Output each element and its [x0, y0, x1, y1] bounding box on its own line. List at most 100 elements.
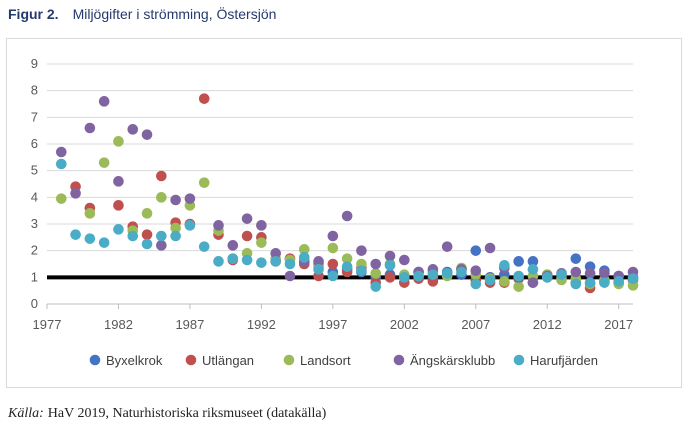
x-tick-label: 2017: [604, 317, 633, 332]
data-point-series-5: [298, 252, 310, 263]
data-point-series-4: [141, 129, 153, 140]
legend-label-series-5: Harufjärden: [530, 353, 598, 368]
data-point-series-3: [84, 208, 96, 219]
y-tick-label: 5: [31, 163, 38, 178]
data-point-series-4: [156, 240, 167, 251]
data-point-series-4: [313, 256, 324, 267]
data-point-series-3: [98, 157, 110, 168]
data-point-series-5: [241, 254, 253, 266]
y-tick-label: 3: [31, 216, 38, 231]
data-point-series-2: [384, 272, 396, 283]
data-point-series-3: [513, 281, 524, 292]
data-point-series-4: [341, 210, 353, 222]
data-point-series-1: [513, 256, 524, 267]
data-point-series-5: [613, 276, 625, 287]
y-tick-label: 6: [31, 136, 38, 151]
data-point-series-4: [256, 220, 267, 231]
data-point-series-4: [227, 240, 239, 251]
data-point-series-5: [141, 238, 153, 250]
data-point-series-5: [213, 256, 224, 267]
x-tick-label: 1987: [175, 317, 204, 332]
x-tick-label: 2012: [533, 317, 562, 332]
data-point-series-5: [156, 230, 167, 242]
data-point-series-5: [441, 268, 453, 279]
data-point-series-5: [484, 274, 496, 286]
data-point-series-5: [184, 220, 196, 231]
data-point-series-5: [198, 241, 210, 252]
figure-title: Miljögifter i strömming, Östersjön: [72, 6, 277, 22]
data-point-series-5: [70, 229, 81, 240]
data-point-series-4: [527, 277, 539, 288]
data-point-series-5: [356, 265, 367, 276]
y-tick-label: 0: [31, 296, 38, 311]
figure-caption: Källa: HaV 2019, Naturhistoriska riksmuse…: [8, 406, 326, 422]
data-point-series-5: [113, 224, 124, 235]
data-point-series-5: [227, 253, 239, 264]
data-point-series-3: [170, 222, 181, 234]
data-point-series-4: [484, 242, 496, 254]
y-tick-label: 9: [31, 56, 38, 71]
data-point-series-5: [513, 270, 524, 282]
legend-marker-series-2: [185, 354, 197, 366]
x-tick-label: 1977: [33, 317, 62, 332]
data-point-series-4: [370, 258, 382, 270]
data-point-series-3: [113, 136, 124, 147]
data-point-series-3: [156, 192, 167, 203]
data-point-series-3: [55, 193, 67, 204]
x-tick-label: 1982: [104, 317, 133, 332]
data-point-series-1: [527, 256, 539, 267]
data-point-series-4: [399, 254, 410, 266]
legend-label-series-1: Byxelkrok: [106, 353, 163, 368]
data-point-series-4: [184, 193, 196, 204]
y-tick-label: 1: [31, 269, 38, 284]
legend-marker-series-5: [513, 354, 525, 366]
data-point-series-5: [499, 260, 510, 271]
data-point-series-3: [298, 244, 310, 255]
data-point-series-5: [256, 257, 267, 268]
data-point-series-5: [284, 258, 296, 270]
data-point-series-3: [327, 242, 339, 254]
caption-text: HaV 2019, Naturhistoriska riksmuseet (da…: [47, 406, 327, 421]
data-point-series-4: [584, 268, 596, 279]
figure-header: Figur 2. Miljögifter i strömming, Östersj…: [8, 6, 276, 22]
data-point-series-5: [370, 281, 382, 292]
data-point-series-5: [270, 256, 281, 267]
data-point-series-5: [313, 264, 324, 275]
data-point-series-5: [127, 230, 139, 242]
data-point-series-2: [113, 200, 124, 211]
data-point-series-5: [341, 261, 353, 272]
x-tick-label: 1992: [247, 317, 276, 332]
legend-marker-series-3: [283, 354, 295, 366]
data-point-series-4: [599, 268, 610, 279]
data-point-series-4: [327, 230, 339, 242]
figure-number: Figur 2.: [8, 6, 59, 22]
data-point-series-4: [284, 270, 296, 282]
data-point-series-3: [256, 237, 267, 248]
data-point-series-3: [499, 276, 510, 287]
legend-label-series-3: Landsort: [300, 353, 351, 368]
data-point-series-5: [470, 278, 482, 290]
legend-label-series-4: Ängskärsklubb: [410, 353, 495, 368]
data-point-series-5: [527, 264, 539, 275]
data-point-series-2: [156, 170, 167, 182]
data-point-series-5: [627, 273, 639, 284]
data-point-series-5: [427, 269, 439, 280]
data-point-series-5: [98, 237, 110, 248]
x-tick-label: 2007: [461, 317, 490, 332]
data-point-series-2: [327, 258, 339, 270]
data-point-series-3: [341, 253, 353, 264]
caption-source-label: Källa:: [8, 406, 44, 421]
data-point-series-4: [127, 124, 139, 135]
data-point-series-4: [570, 266, 582, 278]
data-point-series-4: [441, 241, 453, 252]
y-tick-label: 7: [31, 109, 38, 124]
data-point-series-5: [584, 277, 596, 288]
data-point-series-5: [570, 278, 582, 290]
data-point-series-2: [241, 230, 253, 242]
data-point-series-5: [170, 230, 181, 242]
data-point-series-5: [413, 270, 424, 282]
scatter-chart: 0 1 2 3 4 5 6 7 8 9 1977 1982 1987 1992 1997 2002 2007 20…: [31, 56, 639, 368]
x-tick-label: 2002: [390, 317, 419, 332]
data-point-series-5: [599, 277, 610, 288]
data-point-series-4: [70, 188, 81, 199]
